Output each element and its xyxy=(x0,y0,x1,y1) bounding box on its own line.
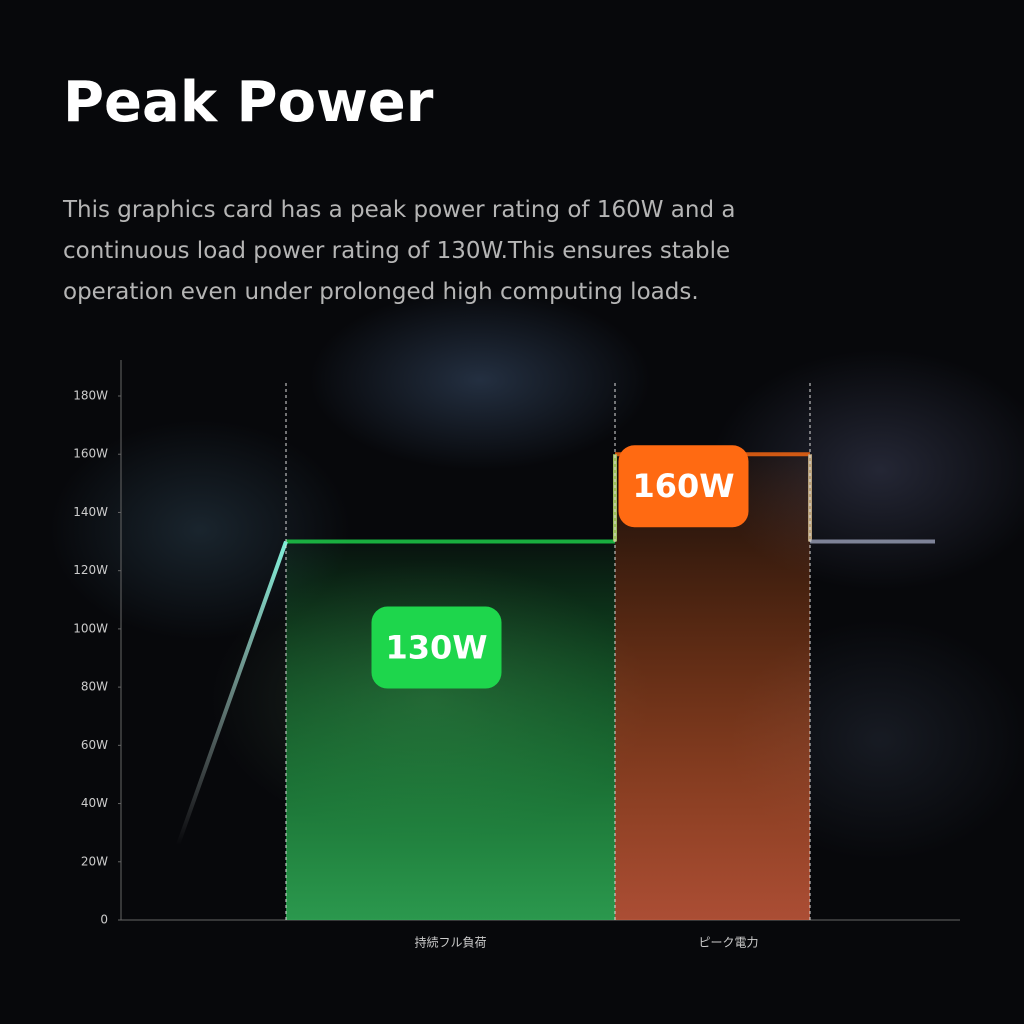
value-label: 160W xyxy=(632,467,734,505)
title: Peak Power xyxy=(63,70,434,135)
description: This graphics card has a peak power rati… xyxy=(63,197,736,305)
bar xyxy=(286,541,615,920)
ramp xyxy=(176,540,288,846)
y-tick-label: 100W xyxy=(73,621,108,635)
bar xyxy=(615,454,810,920)
x-tick-label: ピーク電力 xyxy=(698,936,758,950)
y-tick-label: 0 xyxy=(100,913,108,927)
value-pill xyxy=(371,606,502,689)
y-tick-label: 140W xyxy=(73,505,108,519)
y-tick-label: 20W xyxy=(81,854,108,868)
y-tick-label: 80W xyxy=(81,680,108,694)
y-tick-label: 120W xyxy=(73,563,108,577)
value-label: 130W xyxy=(385,629,487,667)
y-tick-label: 180W xyxy=(73,389,108,403)
value-pill xyxy=(618,445,749,528)
y-tick-label: 40W xyxy=(81,796,108,810)
y-tick-label: 160W xyxy=(73,447,108,461)
y-tick-label: 60W xyxy=(81,738,108,752)
x-tick-label: 持続フル負荷 xyxy=(414,935,486,950)
